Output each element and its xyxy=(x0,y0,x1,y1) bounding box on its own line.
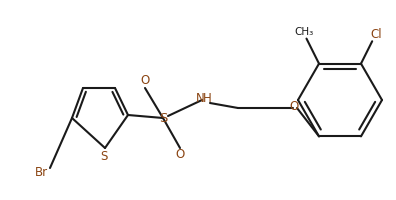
Text: S: S xyxy=(100,150,108,162)
Text: Cl: Cl xyxy=(370,28,382,41)
Text: H: H xyxy=(203,92,211,106)
Text: O: O xyxy=(175,148,185,162)
Text: S: S xyxy=(159,112,167,124)
Text: CH₃: CH₃ xyxy=(295,27,314,37)
Text: Br: Br xyxy=(34,166,48,178)
Text: N: N xyxy=(196,92,204,106)
Text: O: O xyxy=(140,74,150,88)
Text: O: O xyxy=(289,100,299,114)
